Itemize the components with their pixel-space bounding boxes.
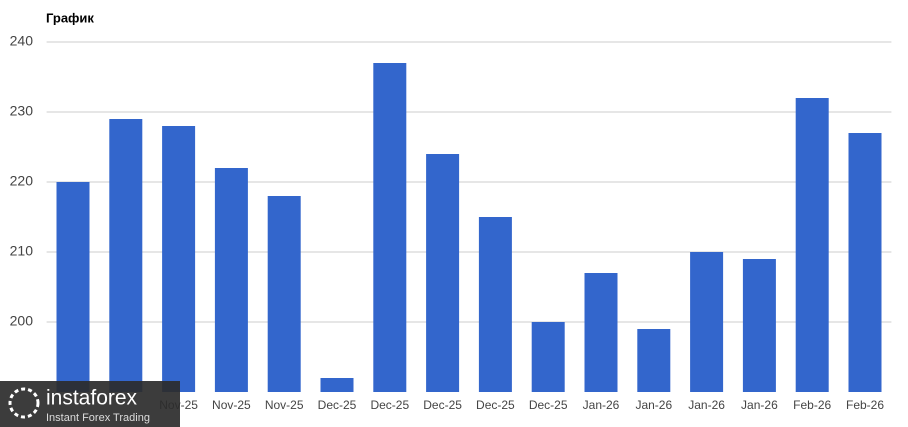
x-tick-label: Dec-25 <box>423 398 462 412</box>
bar <box>795 98 829 392</box>
bar <box>109 119 143 392</box>
plot-area: 200210220230240Nov-25Nov-25Nov-25Dec-25D… <box>10 33 892 412</box>
y-tick-label: 210 <box>10 243 34 259</box>
x-tick-label: Jan-26 <box>741 398 778 412</box>
x-tick-label: Dec-25 <box>529 398 568 412</box>
bar <box>637 329 671 392</box>
x-tick-label: Jan-26 <box>688 398 725 412</box>
bar <box>690 252 724 392</box>
y-tick-label: 200 <box>10 313 34 329</box>
x-tick-label: Feb-26 <box>846 398 884 412</box>
x-tick-label: Dec-25 <box>370 398 409 412</box>
y-tick-label: 230 <box>10 103 34 119</box>
x-tick-label: Jan-26 <box>635 398 672 412</box>
watermark-bg <box>0 381 180 427</box>
y-tick-label: 220 <box>10 173 34 189</box>
bar <box>267 196 301 392</box>
bar <box>426 154 460 392</box>
y-tick-label: 240 <box>10 33 34 49</box>
bar <box>478 217 512 392</box>
bar <box>56 182 90 392</box>
x-tick-label: Dec-25 <box>318 398 357 412</box>
x-tick-label: Nov-25 <box>265 398 304 412</box>
bar <box>742 259 776 392</box>
chart-title: График <box>46 10 94 25</box>
watermark-tagline: Instant Forex Trading <box>46 412 150 424</box>
x-tick-label: Jan-26 <box>583 398 620 412</box>
watermark: instaforex Instant Forex Trading <box>0 381 180 427</box>
bar <box>531 322 565 392</box>
bar <box>848 133 882 392</box>
x-tick-label: Feb-26 <box>793 398 831 412</box>
bar <box>373 63 407 392</box>
x-tick-label: Dec-25 <box>476 398 515 412</box>
bar <box>320 378 354 392</box>
x-tick-label: Nov-25 <box>212 398 251 412</box>
watermark-logo <box>8 387 40 419</box>
bar <box>162 126 196 392</box>
watermark-brand: instaforex <box>46 387 138 410</box>
bar <box>214 168 248 392</box>
bar <box>584 273 618 392</box>
